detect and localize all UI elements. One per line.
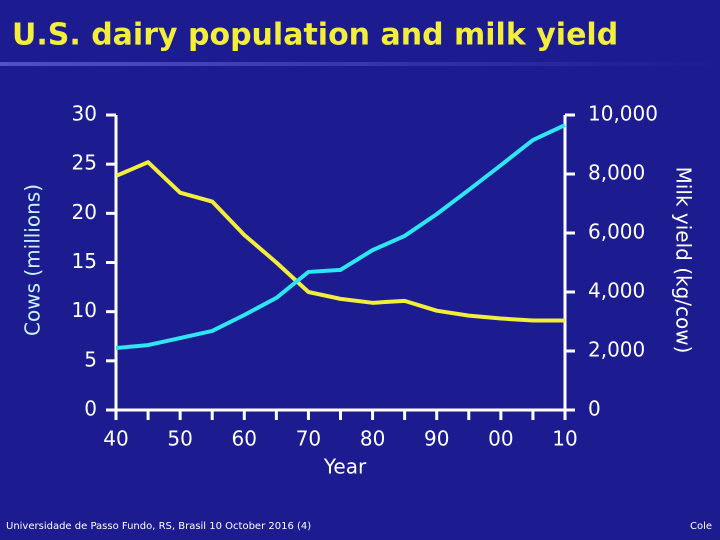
series-line — [115, 160, 565, 323]
y-axis-label: Cows (millions) — [21, 184, 45, 336]
x-axis-label: Year — [323, 455, 367, 479]
x-tick-label: 10 — [552, 427, 577, 451]
y2-axis-label: Milk yield (kg/cow) — [672, 167, 696, 354]
y-tick-label: 10 — [72, 298, 97, 322]
footer-right: Cole — [690, 521, 712, 532]
y-tick-label: 25 — [72, 151, 97, 175]
chart-title: U.S. dairy population and milk yield — [12, 18, 618, 53]
footer-left: Universidade de Passo Fundo, RS, Brasil … — [6, 521, 311, 532]
y2-tick-label: 2,000 — [588, 338, 645, 362]
y2-tick-label: 6,000 — [588, 220, 645, 244]
y2-tick-label: 4,000 — [588, 279, 645, 303]
title-rule — [0, 62, 720, 66]
y2-tick-label: 10,000 — [588, 102, 658, 126]
y-tick-label: 30 — [72, 102, 97, 126]
x-tick-label: 50 — [167, 427, 192, 451]
y-tick-label: 15 — [72, 249, 97, 273]
y2-tick-label: 0 — [588, 397, 601, 421]
y-tick-label: 20 — [72, 200, 97, 224]
x-tick-label: 90 — [424, 427, 449, 451]
x-tick-label: 80 — [360, 427, 385, 451]
x-tick-label: 70 — [296, 427, 321, 451]
x-tick-label: 60 — [232, 427, 257, 451]
y-tick-label: 0 — [84, 397, 97, 421]
y-tick-label: 5 — [84, 347, 97, 371]
series-line — [115, 123, 566, 351]
x-tick-label: 00 — [488, 427, 513, 451]
x-tick-label: 40 — [103, 427, 128, 451]
y2-tick-label: 8,000 — [588, 161, 645, 185]
